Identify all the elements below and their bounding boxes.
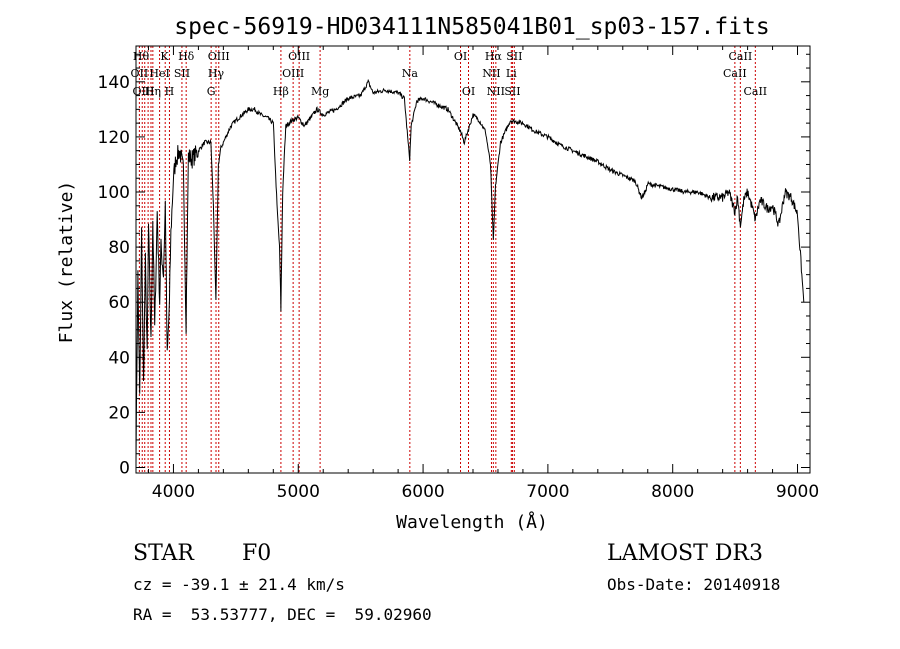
line-label: OII xyxy=(131,67,149,80)
line-label: Hθ xyxy=(133,50,150,63)
y-tick-label: 140 xyxy=(98,73,130,93)
line-label: NII xyxy=(482,67,500,80)
object-class: STAR xyxy=(133,541,194,566)
line-label: CaII xyxy=(743,85,767,98)
line-label: OI xyxy=(462,85,475,98)
line-label: Hδ xyxy=(178,50,195,63)
y-tick-label: 60 xyxy=(108,293,130,313)
y-tick-label: 0 xyxy=(119,458,130,478)
x-tick-label: 9000 xyxy=(776,482,819,502)
line-label: Hγ xyxy=(208,67,225,80)
redshift-text: cz = -39.1 ± 21.4 km/s xyxy=(133,575,345,594)
line-label: K xyxy=(160,50,169,63)
x-axis-title: Wavelength (Å) xyxy=(396,511,548,533)
line-label: Hη xyxy=(145,85,161,98)
y-tick-label: 80 xyxy=(108,238,130,258)
y-axis-title: Flux (relative) xyxy=(56,181,77,344)
x-tick-label: 6000 xyxy=(401,482,444,502)
line-label: G xyxy=(207,85,216,98)
line-label: CaII xyxy=(729,50,753,63)
spectrum-line xyxy=(135,78,805,464)
y-tick-label: 20 xyxy=(108,403,130,423)
line-label: Na xyxy=(402,67,419,80)
line-label: NII xyxy=(487,85,505,98)
plot-frame xyxy=(135,45,811,474)
chart-title: spec-56919-HD034111N585041B01_sp03-157.f… xyxy=(174,14,769,40)
x-tick-label: 4000 xyxy=(152,482,195,502)
x-tick-label: 8000 xyxy=(651,482,694,502)
y-tick-label: 100 xyxy=(98,183,130,203)
line-label: OIII xyxy=(132,85,154,98)
line-label: Hα xyxy=(485,50,503,63)
line-label: Mg xyxy=(311,85,329,98)
line-label: OI xyxy=(454,50,467,63)
y-tick-label: 40 xyxy=(108,348,130,368)
line-label: OIII xyxy=(288,50,310,63)
x-tick-label: 7000 xyxy=(526,482,569,502)
x-tick-label: 5000 xyxy=(277,482,320,502)
line-label: SII xyxy=(506,50,522,63)
line-label: OIII xyxy=(282,67,304,80)
coordinates: RA = 53.53777, DEC = 59.02960 xyxy=(133,605,432,624)
line-label: HeI xyxy=(149,67,169,80)
spectral-subclass: F0 xyxy=(242,541,272,566)
line-label: CaII xyxy=(723,67,747,80)
axis-ticks: 4000 5000 6000 7000 8000 9000 0 20 40 60 80 100 120 1… xyxy=(98,46,819,502)
line-label: H xyxy=(165,85,175,98)
spectrum-chart: spec-56919-HD034111N585041B01_sp03-157.f… xyxy=(56,14,819,533)
obs-date: Obs-Date: 20140918 xyxy=(607,575,781,594)
y-tick-label: 120 xyxy=(98,128,130,148)
line-label: Li xyxy=(506,67,517,80)
line-label: SII xyxy=(504,85,520,98)
survey-name: LAMOST DR3 xyxy=(607,541,763,566)
line-label: Hβ xyxy=(273,85,289,98)
line-label: SII xyxy=(174,67,190,80)
line-label: OIII xyxy=(208,50,230,63)
